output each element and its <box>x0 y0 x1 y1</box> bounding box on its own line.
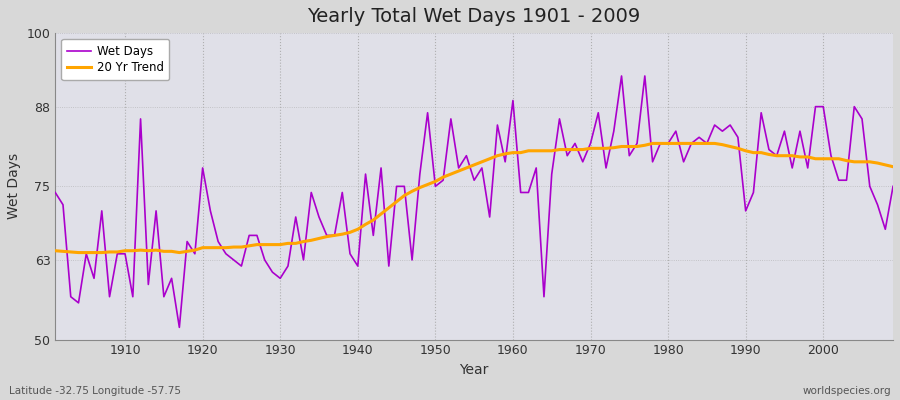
Text: worldspecies.org: worldspecies.org <box>803 386 891 396</box>
Wet Days <box>616 74 627 78</box>
Text: Latitude -32.75 Longitude -57.75: Latitude -32.75 Longitude -57.75 <box>9 386 181 396</box>
Line: 20 Yr Trend: 20 Yr Trend <box>55 144 893 252</box>
Wet Days <box>608 129 619 134</box>
20 Yr Trend <box>516 150 526 155</box>
Wet Days <box>337 190 347 195</box>
Wet Days <box>112 251 122 256</box>
Wet Days <box>508 98 518 103</box>
20 Yr Trend <box>337 232 347 236</box>
20 Yr Trend <box>647 141 658 146</box>
Y-axis label: Wet Days: Wet Days <box>7 153 21 220</box>
20 Yr Trend <box>50 248 60 253</box>
Wet Days <box>887 184 898 189</box>
Title: Yearly Total Wet Days 1901 - 2009: Yearly Total Wet Days 1901 - 2009 <box>308 7 641 26</box>
20 Yr Trend <box>608 145 619 150</box>
Legend: Wet Days, 20 Yr Trend: Wet Days, 20 Yr Trend <box>61 39 169 80</box>
20 Yr Trend <box>508 150 518 155</box>
Wet Days <box>174 325 184 330</box>
Wet Days <box>516 190 526 195</box>
Line: Wet Days: Wet Days <box>55 76 893 327</box>
20 Yr Trend <box>120 248 130 253</box>
Wet Days <box>291 215 302 220</box>
20 Yr Trend <box>291 241 302 246</box>
20 Yr Trend <box>887 164 898 169</box>
Wet Days <box>50 190 60 195</box>
X-axis label: Year: Year <box>460 363 489 377</box>
20 Yr Trend <box>73 250 84 255</box>
